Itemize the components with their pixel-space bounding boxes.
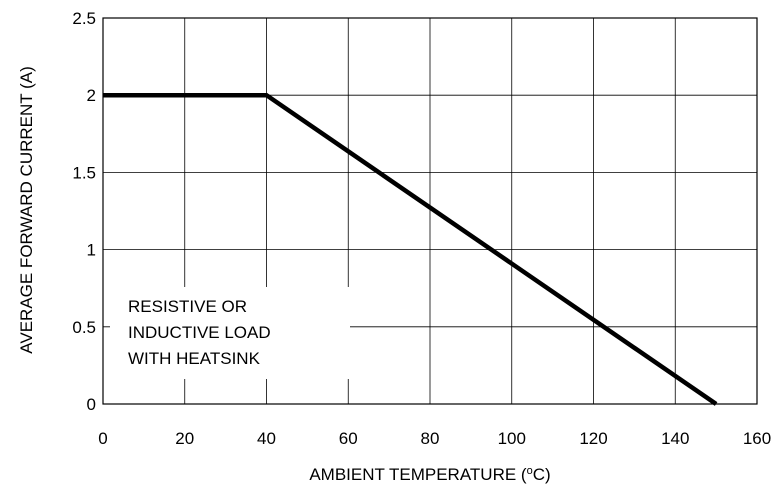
x-tick-label: 120 [579,429,607,448]
x-axis-title-text: AMBIENT TEMPERATURE ( [309,465,527,484]
series-layer [103,92,718,406]
y-tick-label: 2 [87,86,96,105]
x-tick-label: 40 [257,429,276,448]
x-tick-label: 20 [175,429,194,448]
y-tick-label: 0 [87,395,96,414]
y-axis-title: AVERAGE FORWARD CURRENT (A) [17,66,36,353]
x-tick-label: 80 [421,429,440,448]
annotation-box [110,287,350,379]
x-tick-labels: 0 20 40 60 80 100 120 140 160 [98,429,771,448]
x-tick-label: 100 [498,429,526,448]
annotation-line-3: WITH HEATSINK [128,349,261,368]
x-tick-label: 140 [661,429,689,448]
y-tick-label: 1 [87,241,96,260]
y-tick-label: 1.5 [72,163,96,182]
x-tick-label: 160 [743,429,771,448]
x-axis-title-degree: o [527,465,533,477]
series-line [103,92,718,406]
y-tick-label: 2.5 [72,9,96,28]
x-axis-title: AMBIENT TEMPERATURE (oC) [309,465,550,484]
y-tick-label: 0.5 [72,318,96,337]
annotation-line-1: RESISTIVE OR [128,297,247,316]
x-tick-label: 60 [339,429,358,448]
x-axis-title-unit: C) [533,465,551,484]
plot-frame [102,17,758,405]
annotation-line-2: INDUCTIVE LOAD [128,323,271,342]
y-tick-labels: 0 0.5 1 1.5 2 2.5 [72,9,96,414]
x-tick-label: 0 [98,429,107,448]
